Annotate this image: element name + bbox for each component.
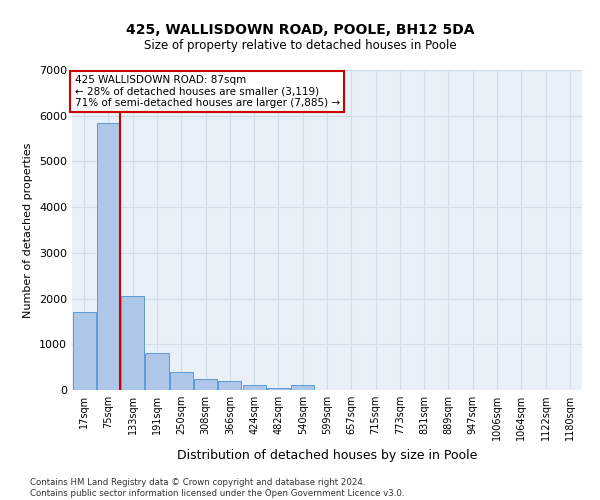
Text: 425 WALLISDOWN ROAD: 87sqm
← 28% of detached houses are smaller (3,119)
71% of s: 425 WALLISDOWN ROAD: 87sqm ← 28% of deta… [74,75,340,108]
Text: 425, WALLISDOWN ROAD, POOLE, BH12 5DA: 425, WALLISDOWN ROAD, POOLE, BH12 5DA [126,22,474,36]
Bar [170,372,193,390]
Bar [97,122,120,390]
Bar [121,296,144,390]
Bar [73,312,95,390]
Bar [194,378,217,390]
Bar [242,386,266,390]
Bar [291,386,314,390]
Bar [218,381,241,390]
Bar [267,388,290,390]
X-axis label: Distribution of detached houses by size in Poole: Distribution of detached houses by size … [177,448,477,462]
Bar [145,354,169,390]
Text: Size of property relative to detached houses in Poole: Size of property relative to detached ho… [143,39,457,52]
Text: Contains HM Land Registry data © Crown copyright and database right 2024.
Contai: Contains HM Land Registry data © Crown c… [30,478,404,498]
Y-axis label: Number of detached properties: Number of detached properties [23,142,34,318]
